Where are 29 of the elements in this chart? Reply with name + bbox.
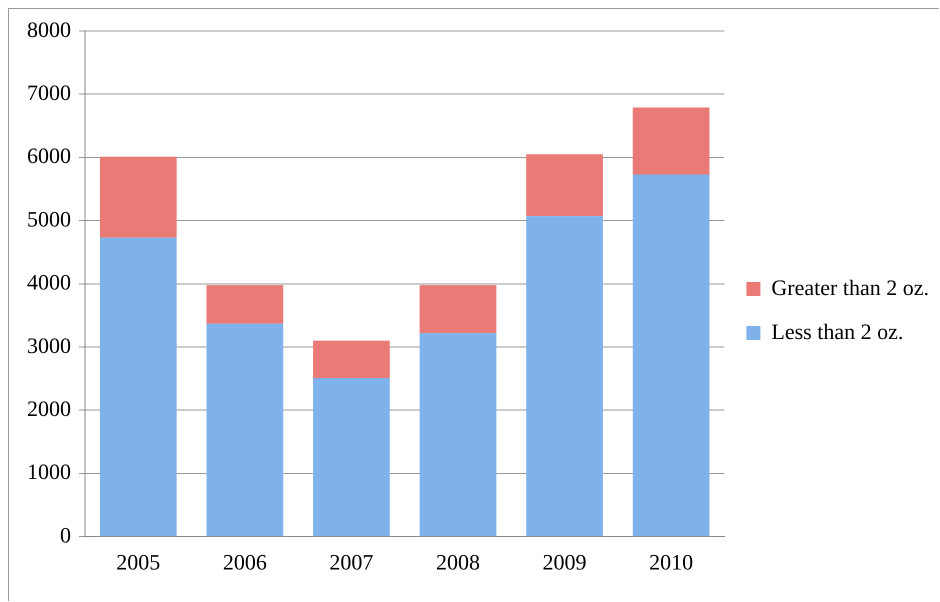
bar — [313, 378, 390, 536]
y-tick-label: 8000 — [27, 16, 71, 42]
bar — [632, 107, 710, 174]
y-tick-label: 0 — [60, 522, 71, 548]
y-tick-label: 5000 — [27, 206, 71, 232]
bar — [313, 340, 390, 378]
legend-label: Greater than 2 oz. — [771, 274, 930, 300]
bar — [100, 156, 177, 238]
y-tick-label: 4000 — [27, 270, 71, 295]
bar — [206, 285, 284, 324]
y-tick-label: 1000 — [27, 459, 71, 484]
bar — [526, 154, 603, 216]
bar — [632, 174, 710, 536]
y-tick-label: 2000 — [27, 396, 71, 421]
x-tick-label: 2010 — [649, 550, 694, 575]
x-tick-label: 2008 — [436, 550, 480, 575]
bar — [206, 324, 284, 536]
bar — [420, 333, 496, 536]
bar — [420, 285, 496, 334]
x-tick-label: 2006 — [222, 550, 267, 575]
x-tick-label: 2005 — [116, 550, 160, 575]
bar — [100, 238, 177, 536]
legend-label: Less than 2 oz. — [771, 318, 904, 344]
y-tick-label: 7000 — [27, 80, 71, 105]
y-tick-label: 3000 — [27, 332, 71, 358]
bar — [526, 216, 603, 536]
x-tick-label: 2007 — [329, 550, 374, 575]
y-tick-label: 6000 — [27, 143, 71, 168]
x-tick-label: 2009 — [542, 550, 587, 575]
